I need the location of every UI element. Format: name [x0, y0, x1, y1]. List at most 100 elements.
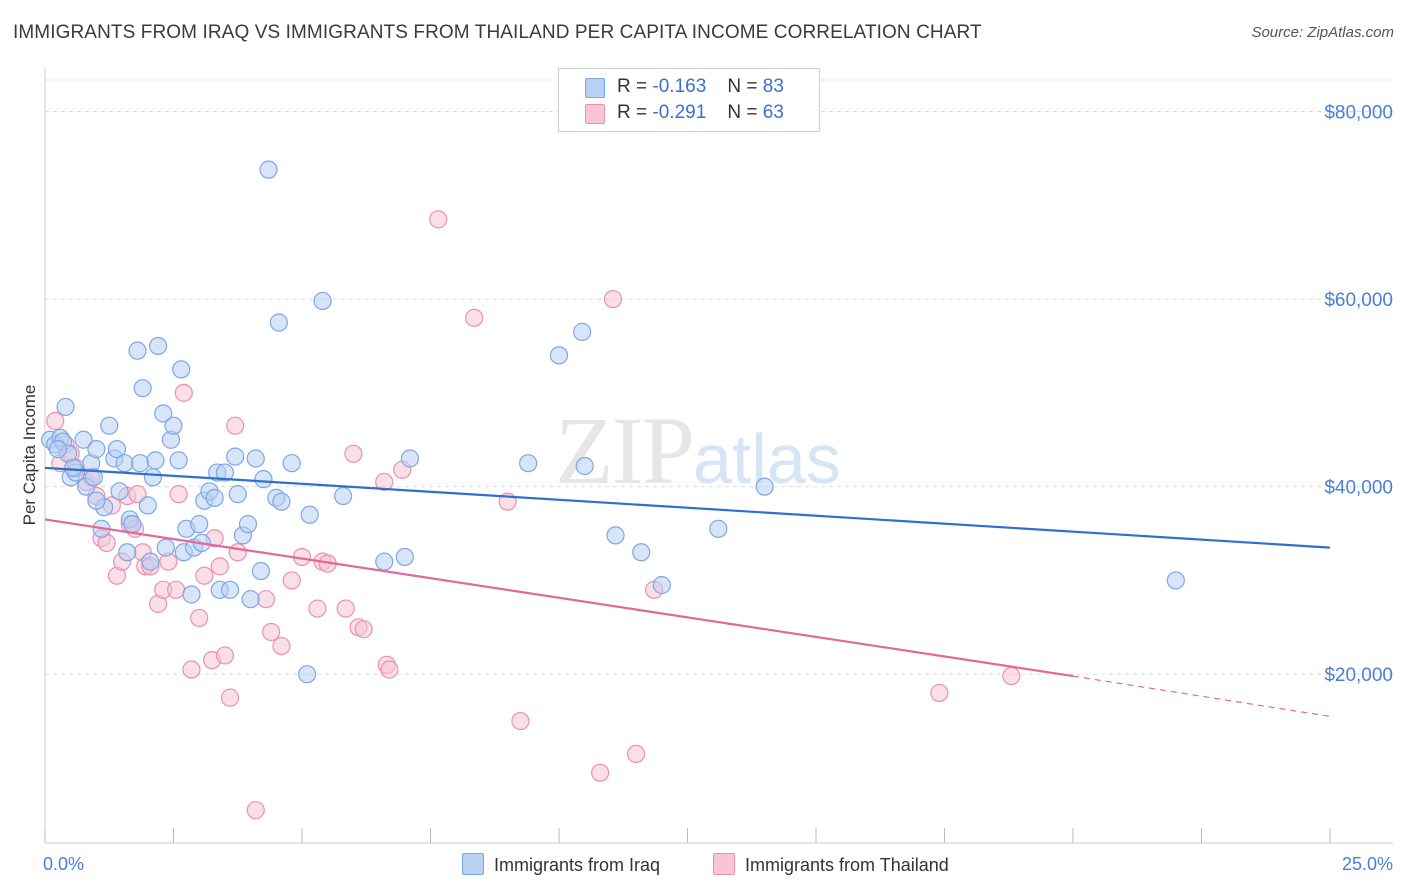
- y-tick-label: $60,000: [1324, 290, 1393, 311]
- source-credit: Source: ZipAtlas.com: [1251, 24, 1394, 41]
- point-thailand: [256, 590, 276, 609]
- point-iraq: [652, 576, 671, 595]
- bottom-legend-label-iraq: Immigrants from Iraq: [494, 855, 661, 875]
- point-iraq: [334, 486, 353, 506]
- point-iraq: [182, 585, 201, 604]
- data-points: [41, 160, 1185, 820]
- point-iraq: [107, 440, 127, 459]
- point-thailand: [465, 308, 484, 327]
- point-iraq: [74, 430, 93, 449]
- point-iraq: [246, 449, 265, 468]
- point-thailand: [195, 566, 214, 585]
- point-iraq: [375, 552, 394, 571]
- point-iraq: [172, 360, 191, 379]
- point-thailand: [375, 472, 394, 492]
- legend-r-value-iraq: -0.163: [652, 76, 707, 97]
- point-iraq: [138, 496, 157, 515]
- point-iraq: [573, 322, 592, 341]
- y-tick-label: $20,000: [1324, 665, 1393, 686]
- y-axis-label: Per Capita Income: [20, 384, 39, 526]
- stats-legend: R = -0.163 N = 83 R = -0.291 N = 63: [558, 68, 820, 132]
- point-iraq: [128, 341, 147, 360]
- point-iraq: [549, 346, 569, 365]
- legend-n-label: N =: [727, 76, 758, 97]
- point-iraq: [755, 477, 774, 496]
- point-iraq: [241, 590, 260, 609]
- point-iraq: [143, 468, 163, 487]
- point-iraq: [238, 515, 258, 534]
- point-iraq: [632, 543, 651, 562]
- legend-r-label: R =: [617, 102, 648, 123]
- point-thailand: [308, 599, 327, 618]
- bottom-legend-iraq: Immigrants from Iraq: [462, 853, 660, 876]
- point-iraq: [400, 449, 420, 468]
- point-iraq: [269, 313, 288, 332]
- point-thailand: [220, 688, 240, 707]
- y-tick-label: $80,000: [1324, 103, 1393, 124]
- point-iraq: [300, 505, 319, 524]
- point-iraq: [220, 580, 240, 599]
- point-iraq: [84, 468, 103, 487]
- point-thailand: [591, 763, 610, 782]
- point-iraq: [298, 665, 317, 684]
- point-thailand: [429, 210, 448, 229]
- point-thailand: [354, 620, 373, 639]
- point-iraq: [215, 463, 234, 482]
- point-thailand: [46, 411, 65, 431]
- point-thailand: [166, 580, 186, 599]
- point-thailand: [246, 801, 265, 820]
- point-iraq: [110, 482, 129, 501]
- point-iraq: [606, 526, 625, 545]
- point-thailand: [210, 557, 229, 576]
- point-iraq: [228, 485, 247, 504]
- point-iraq: [1166, 571, 1185, 590]
- point-iraq: [156, 538, 175, 557]
- trend-line-thailand-extension: [1072, 675, 1331, 717]
- point-thailand: [626, 744, 646, 764]
- point-thailand: [380, 660, 399, 679]
- bottom-legend-swatch-thailand: [713, 853, 735, 875]
- point-iraq: [282, 454, 301, 473]
- x-tick-label: 25.0%: [1342, 854, 1393, 874]
- point-iraq: [64, 458, 83, 477]
- point-iraq: [146, 451, 165, 470]
- gridlines: [45, 79, 1393, 675]
- axes: [44, 68, 1393, 844]
- point-thailand: [344, 444, 363, 463]
- point-iraq: [56, 397, 75, 417]
- point-thailand: [215, 646, 234, 665]
- point-iraq: [259, 160, 278, 179]
- point-thailand: [336, 599, 355, 618]
- point-thailand: [262, 622, 281, 642]
- point-iraq: [141, 552, 160, 571]
- bottom-legend-label-thailand: Immigrants from Thailand: [745, 855, 949, 875]
- legend-n-value-iraq: 83: [762, 76, 784, 97]
- point-iraq: [133, 379, 152, 398]
- trend-line-iraq: [44, 466, 1331, 549]
- point-thailand: [511, 711, 530, 731]
- chart-title: IMMIGRANTS FROM IRAQ VS IMMIGRANTS FROM …: [13, 22, 982, 43]
- point-iraq: [709, 519, 728, 538]
- point-iraq: [190, 515, 209, 534]
- point-iraq: [118, 543, 137, 562]
- trend-line-thailand: [44, 518, 1074, 678]
- point-thailand: [603, 289, 623, 309]
- point-iraq: [251, 561, 270, 581]
- trend-lines: [44, 466, 1331, 717]
- tick-labels: $20,000 $40,000 $60,000 $80,000 0.0% 25.0%: [43, 103, 1393, 874]
- point-thailand: [169, 485, 188, 504]
- point-thailand: [272, 636, 291, 656]
- point-thailand: [1002, 666, 1021, 686]
- point-iraq: [313, 291, 332, 311]
- point-thailand: [930, 683, 949, 703]
- point-iraq: [148, 336, 168, 356]
- point-iraq: [519, 454, 538, 473]
- point-thailand: [228, 543, 247, 562]
- y-tick-label: $40,000: [1324, 478, 1393, 499]
- point-iraq: [115, 454, 134, 473]
- point-thailand: [226, 416, 245, 435]
- point-iraq: [48, 440, 67, 459]
- legend-swatch-thailand: [585, 104, 605, 124]
- legend-r-value-thailand: -0.291: [652, 102, 707, 123]
